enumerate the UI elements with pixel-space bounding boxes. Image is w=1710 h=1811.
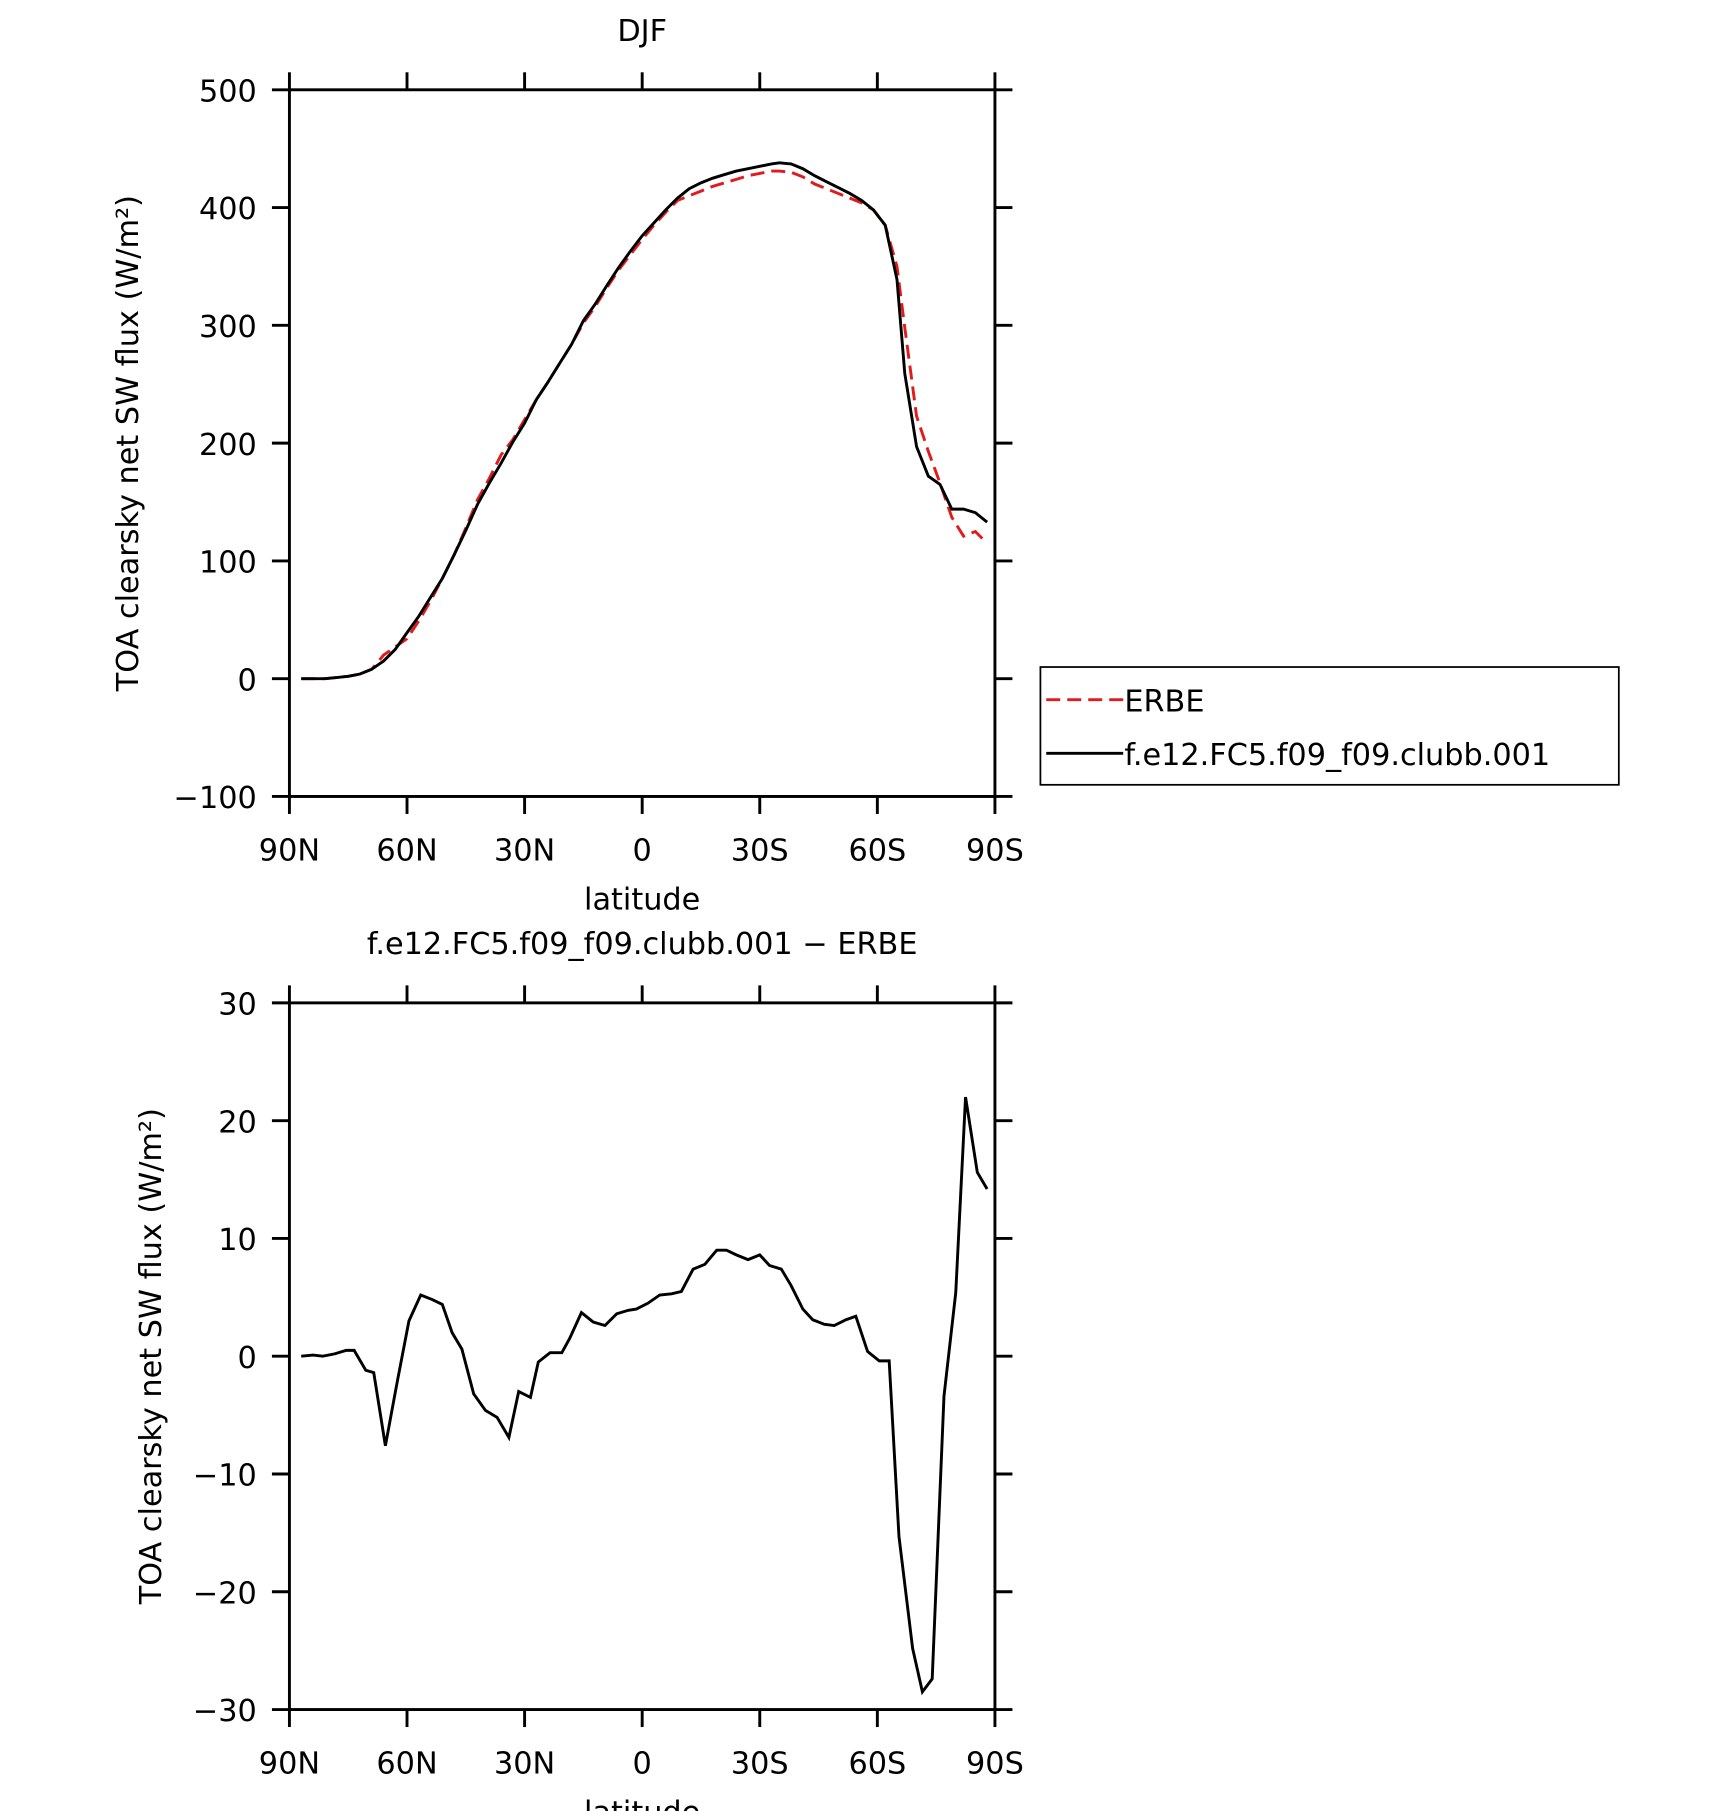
x-axis-label: latitude — [584, 1796, 700, 1811]
y-tick-label: 300 — [199, 310, 257, 345]
y-tick-label: 30 — [218, 988, 257, 1023]
y-tick-label: 400 — [199, 192, 257, 227]
y-axis-label: TOA clearsky net SW flux (W/m²) — [134, 1108, 169, 1605]
x-tick-label: 30S — [731, 834, 789, 869]
chart-title: DJF — [617, 14, 667, 49]
y-tick-label: 500 — [199, 74, 257, 109]
x-tick-label: 30S — [731, 1747, 789, 1782]
x-tick-label: 60N — [376, 834, 437, 869]
y-tick-label: 0 — [237, 1341, 256, 1376]
plot-frame — [287, 88, 997, 798]
legend-label: ERBE — [1124, 684, 1204, 719]
chart-title: f.e12.FC5.f09_f09.clubb.001 − ERBE — [367, 927, 918, 962]
x-tick-label: 90N — [259, 834, 320, 869]
x-tick-label: 30N — [494, 834, 555, 869]
y-tick-label: 0 — [237, 663, 256, 698]
x-tick-label: 0 — [633, 834, 652, 869]
y-tick-label: 100 — [199, 546, 257, 581]
data-line — [301, 1096, 989, 1696]
x-tick-label: 90S — [966, 1747, 1024, 1782]
y-tick-label: 200 — [199, 428, 257, 463]
x-tick-label: 60N — [376, 1747, 437, 1782]
legend-label: f.e12.FC5.f09_f09.clubb.001 — [1124, 738, 1550, 773]
legend-box — [1039, 666, 1620, 786]
y-tick-label: −100 — [174, 781, 257, 816]
y-axis-label: TOA clearsky net SW flux (W/m²) — [111, 195, 146, 692]
x-tick-label: 60S — [848, 1747, 906, 1782]
x-tick-label: 90N — [259, 1747, 320, 1782]
data-line — [301, 161, 989, 681]
x-tick-label: 60S — [848, 834, 906, 869]
y-tick-label: −10 — [193, 1459, 257, 1494]
x-axis-label: latitude — [584, 883, 700, 918]
y-tick-label: −30 — [193, 1694, 257, 1729]
x-tick-label: 30N — [494, 1747, 555, 1782]
x-tick-label: 90S — [966, 834, 1024, 869]
y-tick-label: 10 — [218, 1223, 257, 1258]
y-tick-label: −20 — [193, 1576, 257, 1611]
data-line — [301, 169, 989, 681]
y-tick-label: 20 — [218, 1105, 257, 1140]
plot-frame — [287, 1001, 997, 1712]
x-tick-label: 0 — [633, 1747, 652, 1782]
